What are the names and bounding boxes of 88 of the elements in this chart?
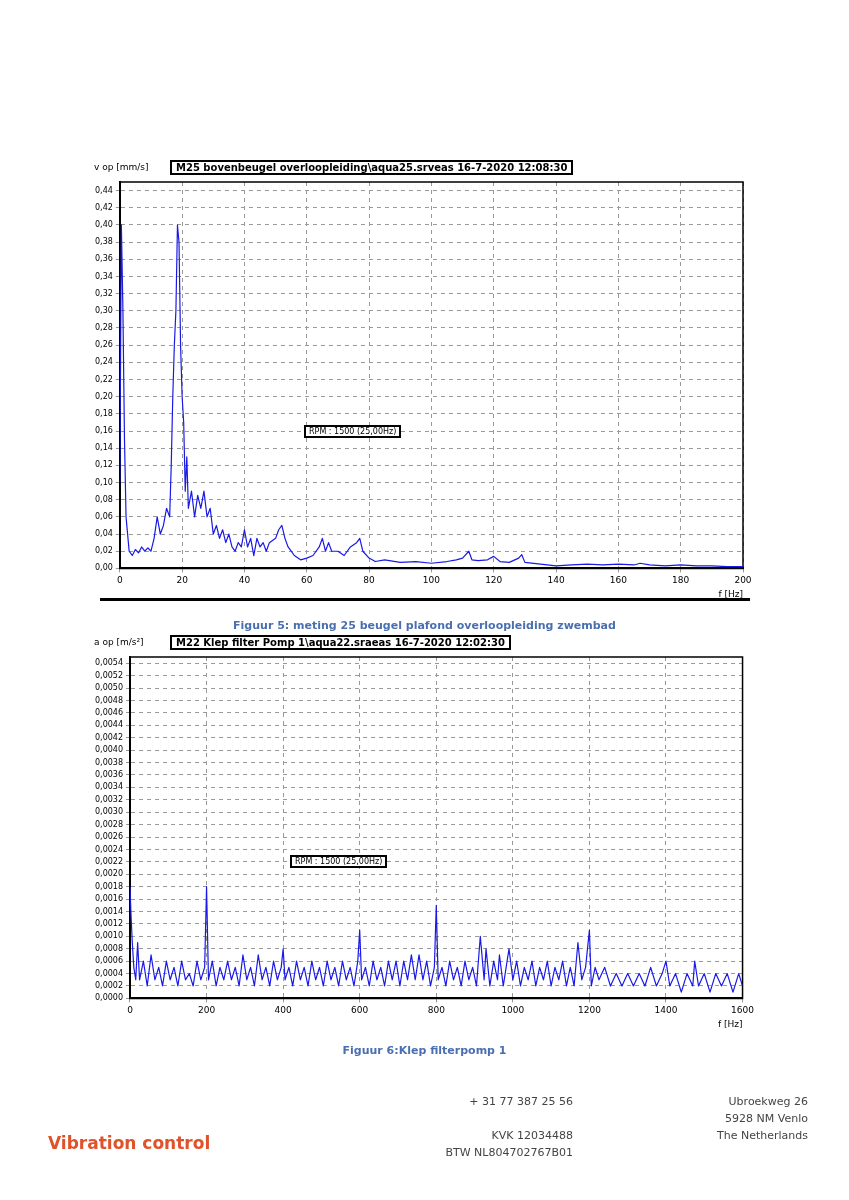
y-tick-label: 0,38 <box>95 237 113 247</box>
x-tick-label: 1000 <box>501 1005 525 1016</box>
y-tick-label: 0,0042 <box>94 732 123 742</box>
y-axis-title: a op [m/s²] <box>94 637 144 647</box>
y-tick-label: 0,08 <box>95 494 113 504</box>
x-tick-label: 0 <box>116 575 123 586</box>
x-tick-label: 80 <box>363 575 376 586</box>
x-axis-title: f [Hz] <box>718 1018 743 1029</box>
y-tick-label: 0,10 <box>95 477 113 487</box>
y-tick-label: 0,0044 <box>94 720 123 730</box>
y-tick-label: 0,14 <box>95 443 113 453</box>
y-tick-label: 0,0036 <box>94 770 123 780</box>
y-tick-label: 0,36 <box>95 254 113 264</box>
y-tick-label: 0,22 <box>95 374 113 384</box>
y-tick-label: 0,0022 <box>94 856 123 866</box>
y-tick-label: 0,26 <box>95 340 113 350</box>
y-tick-label: 0,34 <box>95 271 113 281</box>
y-tick-label: 0,0052 <box>94 670 123 680</box>
x-tick-label: 20 <box>176 575 189 586</box>
chart-title: M25 bovenbeugel overloopleiding\aqua25.srveas 16-7-2020 12:08:30 <box>170 160 574 175</box>
annotation: RPM : 1500 (25,00Hz) <box>290 855 388 868</box>
text: Ubroekweg 26 <box>727 1094 808 1110</box>
text: Vibration control <box>48 1133 211 1153</box>
x-tick-label: 40 <box>238 575 251 586</box>
y-tick-label: 0,0012 <box>94 918 123 928</box>
y-tick-label: 0,0040 <box>94 745 123 755</box>
x-tick-label: 160 <box>609 575 628 586</box>
y-tick-label: 0,0000 <box>94 993 123 1003</box>
y-tick-label: 0,0038 <box>94 757 123 767</box>
text: 5928 NM Venlo <box>724 1111 808 1127</box>
y-tick-label: 0,28 <box>95 323 113 333</box>
y-tick-label: 0,0026 <box>94 832 123 842</box>
x-axis-title: f [Hz] <box>718 588 743 599</box>
x-tick-label: 600 <box>351 1005 369 1016</box>
x-tick-label: 140 <box>547 575 565 586</box>
y-tick-label: 0,44 <box>95 185 113 195</box>
x-tick-label: 120 <box>485 575 503 586</box>
x-tick-label: 400 <box>274 1005 292 1016</box>
x-tick-label: 0 <box>127 1005 134 1016</box>
y-tick-label: 0,04 <box>95 529 113 539</box>
y-tick-label: 0,0018 <box>94 881 123 891</box>
x-tick-label: 180 <box>672 575 690 586</box>
x-tick-label: 1200 <box>577 1005 602 1016</box>
y-tick-label: 0,0028 <box>94 819 123 829</box>
text: + 31 77 387 25 56 <box>468 1094 573 1110</box>
y-tick-label: 0,0016 <box>94 894 123 904</box>
x-tick-label: 200 <box>734 575 752 586</box>
x-tick-label: 1400 <box>654 1005 678 1016</box>
y-tick-label: 0,0034 <box>94 782 123 792</box>
y-tick-label: 0,12 <box>95 460 113 470</box>
y-tick-label: 0,0032 <box>94 794 123 804</box>
text: The Netherlands <box>716 1128 808 1144</box>
y-tick-label: 0,32 <box>95 288 113 298</box>
annotation: RPM : 1500 (25,00Hz) <box>304 425 402 438</box>
x-tick-label: 1600 <box>731 1005 755 1016</box>
x-tick-label: 60 <box>301 575 313 586</box>
y-tick-label: 0,18 <box>95 408 113 418</box>
y-tick-label: 0,0004 <box>94 968 123 978</box>
y-tick-label: 0,0002 <box>94 981 123 991</box>
y-axis-title: v op [mm/s] <box>94 162 149 172</box>
y-tick-label: 0,16 <box>95 426 113 436</box>
y-tick-label: 0,0030 <box>94 807 123 817</box>
y-tick-label: 0,0008 <box>94 943 123 953</box>
text: Figuur 5: meting 25 beugel plafond overloopleiding zwembad <box>232 619 617 632</box>
text: BTW NL804702767B01 <box>444 1145 573 1161</box>
y-tick-label: 0,24 <box>95 357 113 367</box>
y-tick-label: 0,0014 <box>94 906 123 916</box>
y-tick-label: 0,0010 <box>94 931 123 941</box>
y-tick-label: 0,00 <box>95 563 113 573</box>
y-tick-label: 0,0046 <box>94 707 123 717</box>
y-tick-label: 0,0020 <box>94 869 123 879</box>
text: Figuur 6:Klep filterpomp 1 <box>341 1044 508 1057</box>
y-tick-label: 0,0024 <box>94 844 123 854</box>
y-tick-label: 0,0054 <box>94 658 123 668</box>
y-tick-label: 0,0050 <box>94 683 123 693</box>
y-tick-label: 0,30 <box>95 305 113 315</box>
chart-title: M22 Klep filter Pomp 1\aqua22.sraeas 16-7-2020 12:02:30 <box>170 635 511 650</box>
y-tick-label: 0,0048 <box>94 695 123 705</box>
y-tick-label: 0,02 <box>95 546 113 556</box>
x-tick-label: 100 <box>422 575 441 586</box>
x-tick-label: 200 <box>197 1005 216 1016</box>
y-tick-label: 0,0006 <box>94 956 123 966</box>
x-tick-label: 800 <box>427 1005 446 1016</box>
y-tick-label: 0,06 <box>95 511 113 521</box>
y-tick-label: 0,40 <box>95 220 113 230</box>
text: KVK 12034488 <box>490 1128 573 1144</box>
y-tick-label: 0,42 <box>95 202 113 212</box>
y-tick-label: 0,20 <box>95 391 113 401</box>
